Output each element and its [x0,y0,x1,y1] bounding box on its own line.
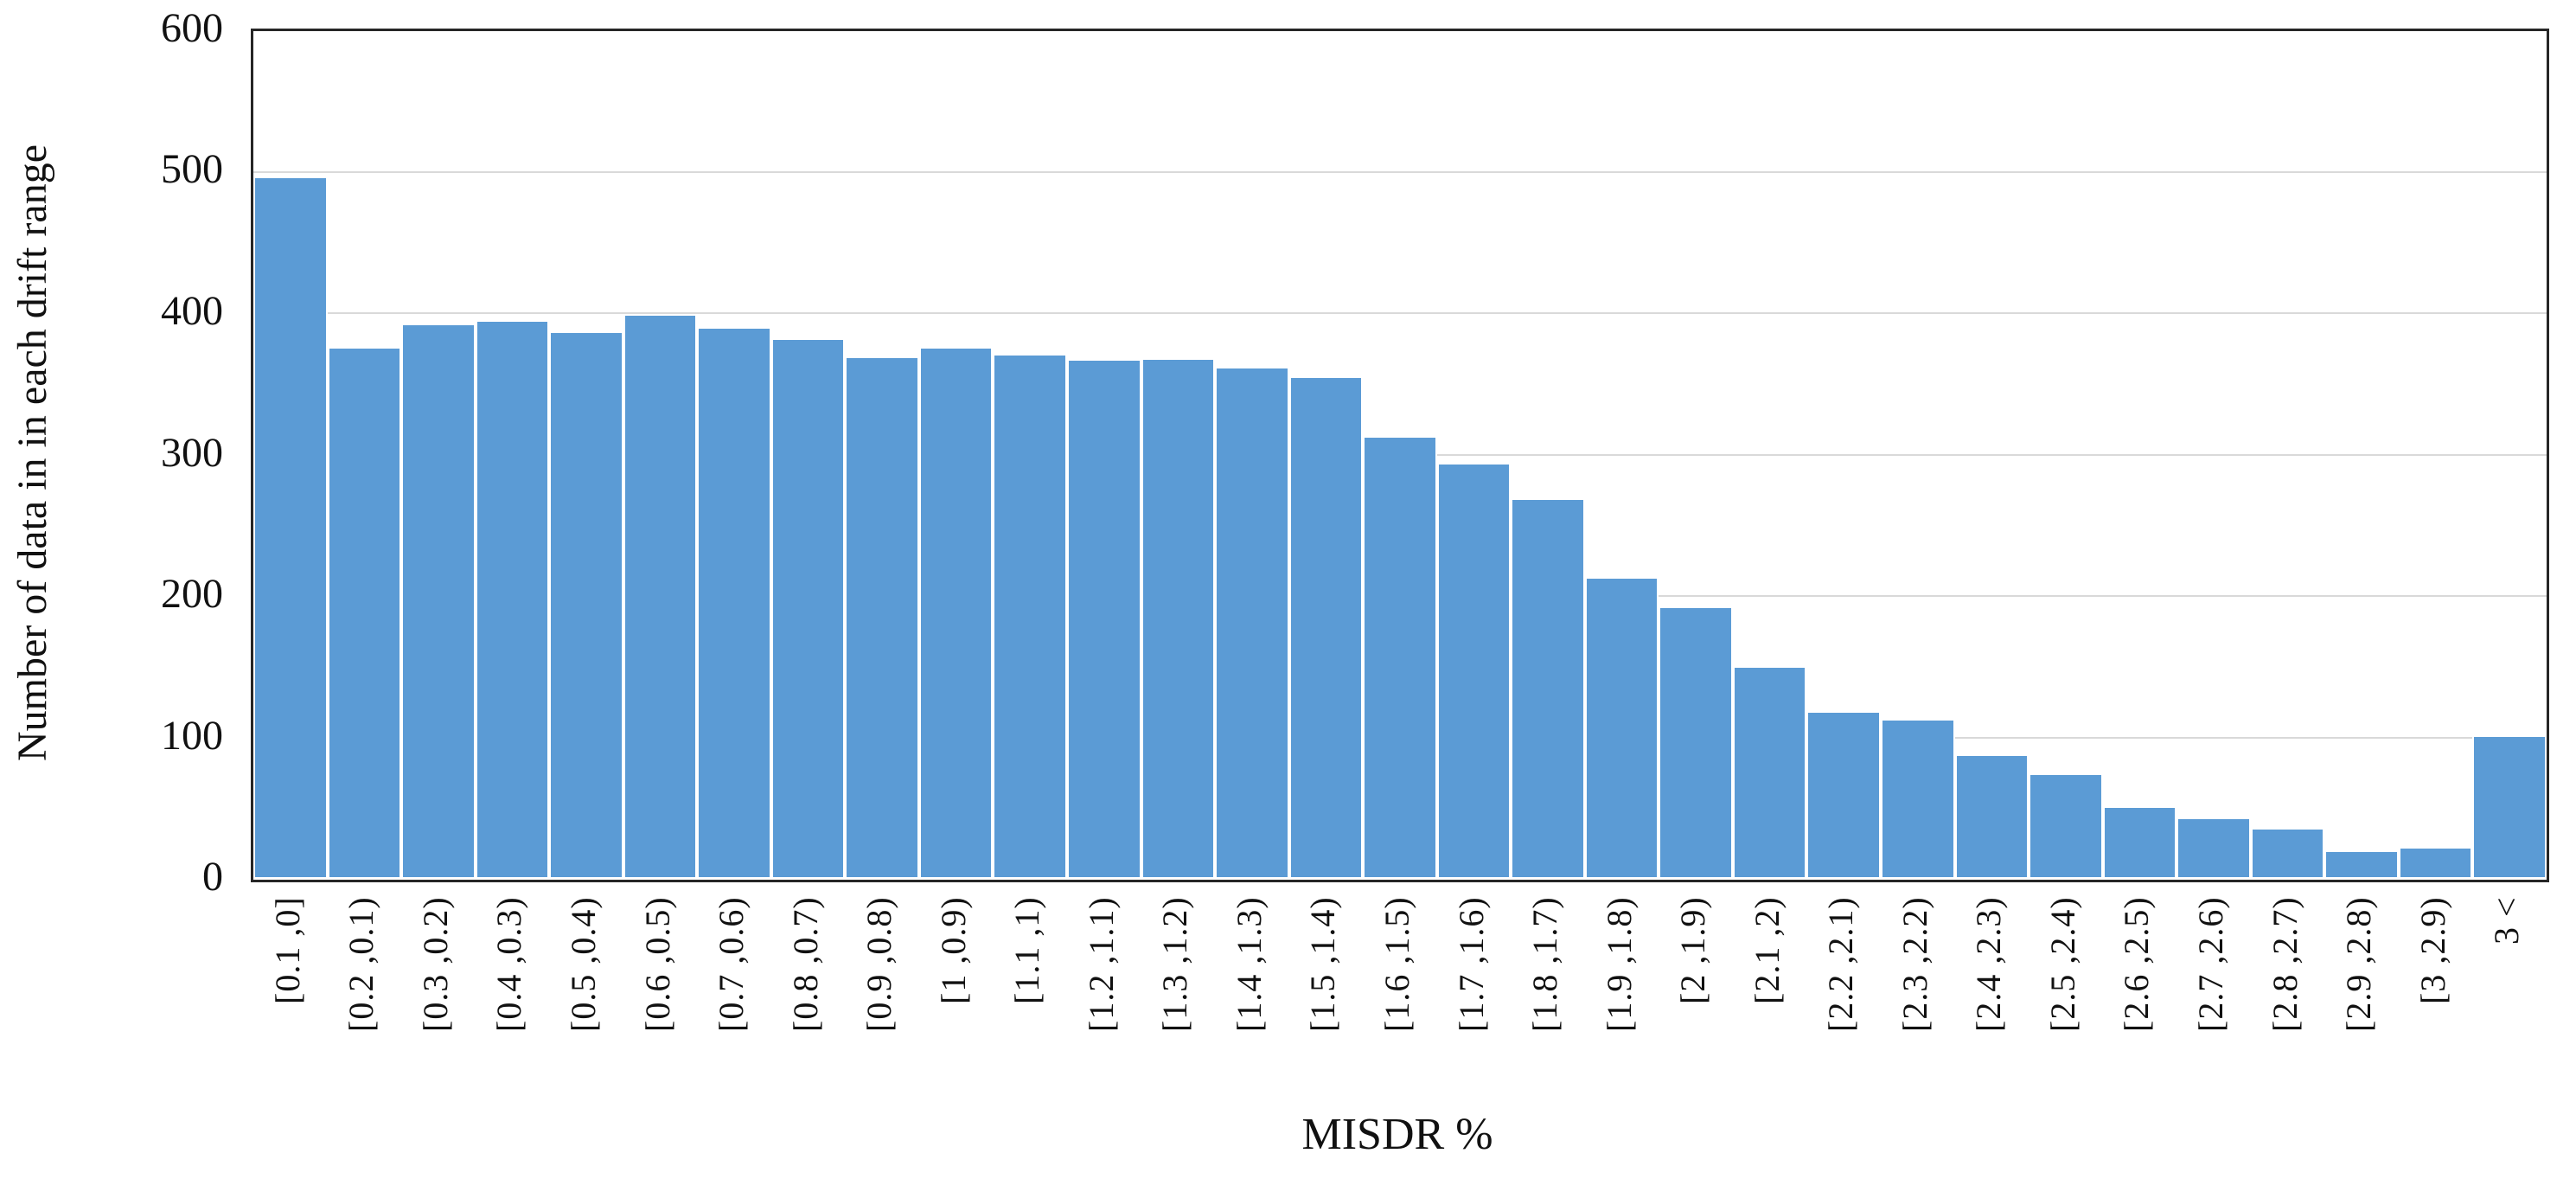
x-category-label: [1.9 ,1.8) [1599,896,1639,1032]
gridline [253,312,2547,315]
x-category-label: [1.2 ,1.1) [1081,896,1121,1032]
bar [2029,773,2103,880]
x-category-label: [0.9 ,0.8) [860,896,899,1032]
bar [2324,849,2399,880]
x-category-label: [0.7 ,0.6) [712,896,751,1032]
bar [1732,666,1807,880]
bar [1511,497,1585,880]
y-tick-label: 200 [161,570,223,617]
y-axis-tick-labels: 0 100 200 300 400 500 600 [0,8,223,898]
plot-area [251,29,2549,882]
bar [1215,366,1289,880]
x-category-label: [2.5 ,2.4) [2042,896,2082,1032]
x-category-label: [0.2 ,0.1) [342,896,381,1032]
gridline [253,170,2547,173]
bar [2176,817,2251,880]
x-axis-tick-labels: [0.1 ,0] [0.2 ,0.1) [0.3 ,0.2) [0.4 ,0.3) [0… [251,896,2544,1130]
bar [845,356,919,880]
bar [1659,606,1733,880]
bar [697,326,771,880]
y-tick-label: 100 [161,712,223,759]
x-category-label: [1.7 ,1.6) [1451,896,1491,1032]
bar [401,324,476,880]
bar [1288,375,1364,880]
x-category-label: [2.2 ,2.1) [1821,896,1861,1032]
bar [1584,577,1659,880]
bar [475,319,550,880]
x-category-label: [2.9 ,2.8) [2339,896,2379,1032]
bar [623,314,698,880]
x-category-label: [0.1 ,0] [267,896,307,1004]
bar [1067,359,1141,880]
bar [1881,718,1955,880]
x-axis-title: MISDR % [1301,1110,1493,1159]
x-category-label: [1 ,0.9) [933,896,973,1004]
bar-series [253,31,2547,880]
bar [549,330,623,880]
x-category-label: [1.4 ,1.3) [1229,896,1269,1032]
bar [327,346,402,880]
x-category-label: [1.8 ,1.7) [1525,896,1565,1032]
x-category-label: [2.3 ,2.2) [1895,896,1934,1032]
y-tick-label: 500 [161,146,223,193]
x-category-label: 3 < [2487,896,2527,945]
bar [2102,805,2177,880]
x-category-label: [0.6 ,0.5) [637,896,677,1032]
y-tick-label: 300 [161,429,223,476]
bar [993,353,1068,880]
bar [253,176,328,880]
bar [2250,827,2325,880]
bar [2472,735,2547,880]
x-category-label: [2 ,1.9) [1673,896,1713,1004]
y-tick-label: 0 [202,854,223,900]
x-category-label: [0.8 ,0.7) [785,896,825,1032]
bar [1806,711,1882,880]
bar [1141,357,1216,880]
x-category-label: [2.8 ,2.7) [2265,896,2304,1032]
x-category-label: [2.7 ,2.6) [2191,896,2231,1032]
x-category-label: [2.6 ,2.5) [2117,896,2157,1032]
x-category-label: [1.3 ,1.2) [1155,896,1195,1032]
bar [2398,847,2473,880]
x-category-label: [2.4 ,2.3) [1969,896,2009,1032]
bar [1954,753,2029,880]
bar [918,346,994,880]
y-tick-label: 600 [161,5,223,51]
x-category-label: [3 ,2.9) [2413,896,2452,1004]
x-category-label: [1.5 ,1.4) [1303,896,1343,1032]
x-category-label: [1.1 ,1) [1007,896,1047,1004]
bar [770,337,846,880]
x-category-label: [0.4 ,0.3) [489,896,529,1032]
y-tick-label: 400 [161,287,223,334]
bar [1363,435,1437,880]
bar [1436,462,1512,880]
x-category-label: [0.3 ,0.2) [415,896,455,1032]
x-category-label: [0.5 ,0.4) [563,896,603,1032]
x-category-label: [2.1 ,2) [1747,896,1787,1004]
x-category-label: [1.6 ,1.5) [1377,896,1416,1032]
